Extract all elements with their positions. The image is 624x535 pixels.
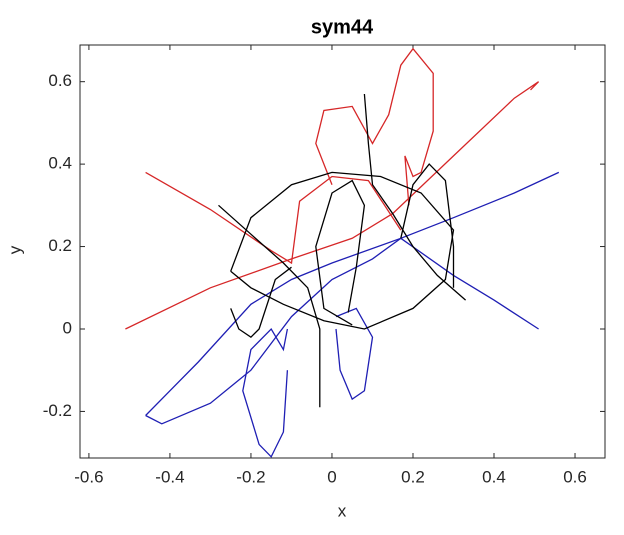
x-tick-label: -0.2 <box>236 467 265 486</box>
curve <box>400 163 455 288</box>
y-tick-label: 0.6 <box>48 71 72 90</box>
plot-area <box>79 44 606 459</box>
curve <box>315 179 366 326</box>
x-tick-label: 0 <box>327 467 336 486</box>
y-tick-label: 0.4 <box>48 154 72 173</box>
chart-title: sym44 <box>311 16 374 38</box>
curve <box>335 307 374 401</box>
x-tick-label: -0.4 <box>155 467 184 486</box>
curve <box>315 47 434 206</box>
curve <box>145 171 560 425</box>
y-tick-label: 0 <box>63 318 72 337</box>
curve <box>145 237 402 416</box>
y-tick-label: 0.2 <box>48 236 72 255</box>
y-axis-label: y <box>5 245 24 254</box>
x-tick-label: 0.6 <box>563 467 587 486</box>
y-tick-label: -0.2 <box>43 401 72 420</box>
curve <box>230 266 292 339</box>
x-axis-label: x <box>338 501 347 520</box>
curve <box>218 204 321 408</box>
curve <box>400 237 539 330</box>
curve <box>230 171 455 330</box>
curve <box>363 93 467 301</box>
x-tick-label: 0.2 <box>401 467 425 486</box>
x-tick-label: 0.4 <box>482 467 506 486</box>
curve <box>242 327 289 458</box>
x-tick-label: -0.6 <box>74 467 103 486</box>
curve <box>145 171 402 265</box>
